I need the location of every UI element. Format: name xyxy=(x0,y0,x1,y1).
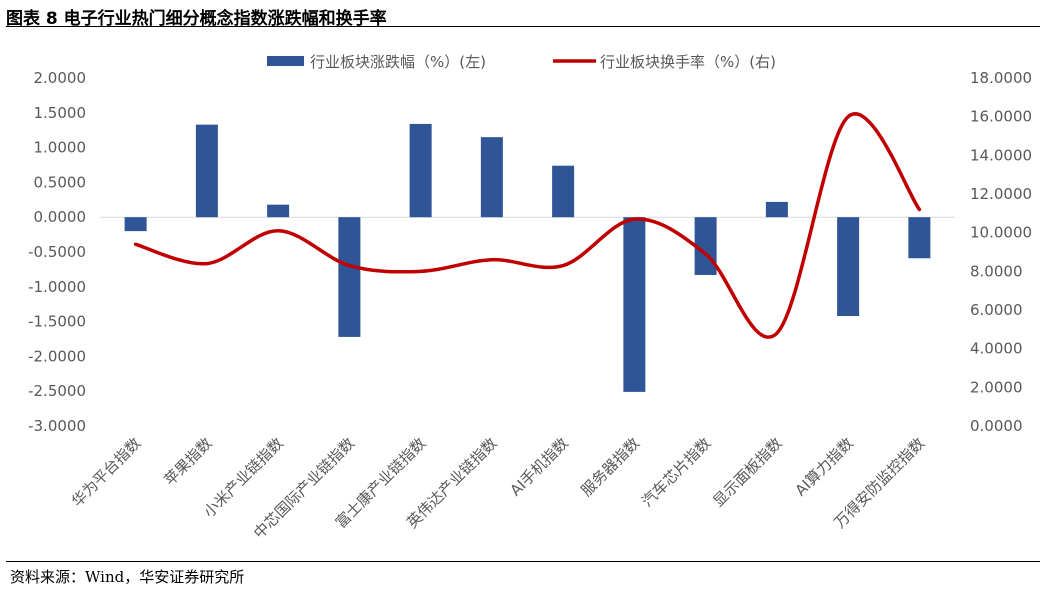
left-axis-ticks: 2.0000 1.5000 1.0000 0.5000 0.0000 -0.5000 -1.… xyxy=(28,69,86,435)
legend-line-label: 行业板块换手率（%）(右) xyxy=(600,53,776,71)
left-tick-label: -1.5000 xyxy=(28,313,86,331)
category-label: 汽车芯片指数 xyxy=(638,434,714,510)
left-tick-label: 2.0000 xyxy=(34,69,87,87)
bar xyxy=(124,217,147,232)
bar xyxy=(480,137,503,218)
bar xyxy=(195,124,218,218)
category-label: 服务器指数 xyxy=(577,434,643,500)
chart-canvas: 行业板块涨跌幅（%）(左) 行业板块换手率（%）(右) 2.0000 1.5000 1… xyxy=(28,53,1032,542)
right-tick-label: 18.0000 xyxy=(970,69,1032,87)
category-label: 苹果指数 xyxy=(161,434,216,489)
right-tick-label: 16.0000 xyxy=(970,108,1032,126)
left-tick-label: -2.5000 xyxy=(28,382,86,400)
legend-bar-swatch xyxy=(267,56,304,66)
right-axis-ticks: 18.0000 16.0000 14.0000 12.0000 10.0000 8.000… xyxy=(970,69,1032,435)
source-note: 资料来源：Wind，华安证券研究所 xyxy=(10,568,245,586)
right-tick-label: 4.0000 xyxy=(970,340,1023,358)
right-tick-label: 10.0000 xyxy=(970,224,1032,242)
bar xyxy=(267,204,290,218)
bar-series xyxy=(124,123,931,392)
left-tick-label: -1.0000 xyxy=(28,278,86,296)
category-label: 显示面板指数 xyxy=(709,434,785,510)
bar xyxy=(623,217,646,392)
right-tick-label: 6.0000 xyxy=(970,301,1023,319)
bar xyxy=(338,217,361,337)
legend: 行业板块涨跌幅（%）(左) 行业板块换手率（%）(右) xyxy=(267,53,776,71)
right-tick-label: 0.0000 xyxy=(970,417,1023,435)
footer-rule xyxy=(6,561,1040,562)
bar xyxy=(409,123,432,218)
right-tick-label: 8.0000 xyxy=(970,262,1023,280)
bar xyxy=(552,165,575,218)
left-tick-label: 0.5000 xyxy=(34,173,87,191)
bar xyxy=(837,217,860,317)
left-tick-label: -2.0000 xyxy=(28,347,86,365)
legend-bar-label: 行业板块涨跌幅（%）(左) xyxy=(310,53,486,71)
left-tick-label: -0.5000 xyxy=(28,243,86,261)
category-label: AI算力指数 xyxy=(791,434,857,500)
title-rule xyxy=(6,26,1040,27)
bar xyxy=(765,201,788,218)
right-tick-label: 2.0000 xyxy=(970,378,1023,396)
left-tick-label: 1.0000 xyxy=(34,139,87,157)
category-label: AI手机指数 xyxy=(506,434,572,500)
left-tick-label: 1.5000 xyxy=(34,104,87,122)
left-tick-label: -3.0000 xyxy=(28,417,86,435)
category-label: 华为平台指数 xyxy=(68,434,144,510)
bar xyxy=(908,217,931,259)
turnover-line-series xyxy=(133,112,922,339)
figure-title: 图表 8 电子行业热门细分概念指数涨跌幅和换手率 xyxy=(6,9,387,29)
right-tick-label: 12.0000 xyxy=(970,185,1032,203)
right-tick-label: 14.0000 xyxy=(970,146,1032,164)
left-tick-label: 0.0000 xyxy=(34,208,87,226)
category-labels: 华为平台指数 苹果指数小米产业链指数中芯国际产业链指数富士康产业链指数英伟达产业链… xyxy=(68,434,928,542)
